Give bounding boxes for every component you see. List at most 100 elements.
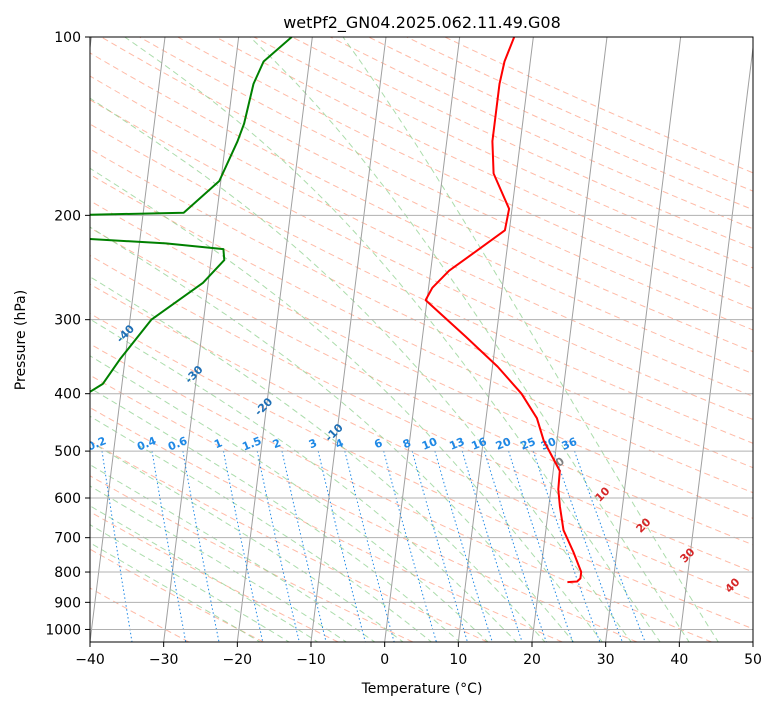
moist-adiabat-line — [90, 524, 291, 642]
mixing-ratio-line — [223, 451, 264, 642]
moist-adiabat-line — [90, 97, 632, 642]
moist-adiabat-line — [90, 542, 262, 642]
mixing-ratio-line — [411, 450, 468, 642]
dry-adiabat-line — [90, 475, 414, 642]
plot-area — [90, 37, 753, 642]
dry-adiabat-line — [90, 374, 638, 642]
x-tick-label: 40 — [670, 652, 688, 668]
mixing-ratio-label: 25 — [518, 435, 537, 453]
plot-frame — [89, 36, 754, 643]
dry-adiabat-line — [101, 37, 753, 353]
x-tick-label: −20 — [223, 652, 253, 668]
mixing-ratio-label: 8 — [401, 436, 413, 451]
dry-adiabat-line — [90, 407, 563, 642]
mixing-ratio-label: 10 — [420, 435, 439, 453]
y-axis-label: Pressure (hPa) — [13, 290, 29, 390]
mixing-ratio-line — [532, 450, 601, 642]
x-tick-label: 0 — [380, 652, 389, 668]
dry-adiabat-line — [90, 312, 753, 630]
temperature-profile — [424, 37, 583, 584]
mixing-ratio-label: 36 — [560, 435, 579, 453]
x-axis: −40 −30 −20 −10 0 10 20 30 40 50 — [75, 642, 762, 668]
isotherm-line — [605, 37, 682, 642]
mixing-ratio-line — [101, 451, 133, 642]
isotherm-line — [678, 43, 753, 642]
dry-adiabat-line — [90, 343, 712, 642]
y-axis: 1000 900 800 700 600 500 400 300 200 100 — [45, 30, 90, 638]
mixing-ratio-label: 1 — [212, 436, 224, 451]
moist-adiabat-line — [90, 415, 433, 642]
y-tick-label: 800 — [54, 565, 81, 581]
mixing-ratio-line — [182, 451, 220, 642]
pressure-grid — [90, 36, 753, 630]
moist-adiabat-line — [249, 37, 690, 642]
x-tick-label: 20 — [523, 652, 541, 668]
mixing-ratio-line — [508, 450, 574, 642]
y-tick-label: 400 — [54, 387, 81, 403]
mixing-ratio-line — [383, 450, 437, 642]
dry-adiabat-line — [90, 52, 753, 375]
dry-adiabat-line — [90, 511, 339, 642]
mixing-ratio-label: 3 — [307, 436, 319, 451]
chart-title: wetPf2_GN04.2025.062.11.49.G08 — [283, 13, 561, 33]
x-tick-label: −40 — [75, 652, 105, 668]
moist-adiabat-line — [124, 37, 661, 642]
y-tick-label: 200 — [54, 208, 81, 224]
mixing-ratio-line — [483, 450, 547, 642]
isotherm-line — [236, 37, 313, 642]
dry-adiabat-line — [90, 99, 753, 421]
moist-adiabat-line — [90, 318, 518, 642]
x-tick-label: −10 — [296, 652, 326, 668]
dry-adiabat-line — [90, 227, 753, 546]
isotherm-line — [457, 37, 534, 642]
dry-adiabat-label: -50 — [46, 278, 69, 301]
moist-adiabat-line — [90, 387, 461, 642]
x-tick-label: 50 — [744, 652, 762, 668]
background-lines — [90, 37, 753, 642]
moist-adiabat-line — [90, 355, 489, 642]
isotherm-line — [310, 37, 387, 642]
dry-adiabat-line — [177, 37, 753, 310]
dry-adiabat-line — [90, 200, 753, 519]
profile-lines — [90, 37, 583, 584]
mixing-ratio-line — [281, 450, 327, 642]
mixing-ratio-label: 13 — [447, 435, 466, 453]
y-tick-label: 900 — [54, 595, 81, 611]
mixing-ratio-line — [461, 450, 523, 642]
mixing-ratio-line — [434, 450, 493, 642]
dry-adiabat-line — [90, 283, 753, 601]
x-axis-label: Temperature (°C) — [361, 681, 483, 697]
x-tick-label: 30 — [597, 652, 615, 668]
y-tick-label: 600 — [54, 491, 81, 507]
moist-adiabat-line — [90, 226, 575, 642]
moist-adiabat-line — [90, 464, 376, 642]
dry-adiabat-label: -60 — [0, 235, 1, 258]
dry-adiabat-line — [90, 440, 488, 642]
mixing-ratio-label: 20 — [494, 435, 513, 453]
dewpoint-profile — [90, 37, 293, 394]
isotherm-line — [384, 37, 461, 642]
isotherm-line — [90, 37, 166, 642]
y-tick-label: 1000 — [45, 622, 81, 638]
x-tick-label: −30 — [149, 652, 179, 668]
isotherm-line — [163, 37, 240, 642]
mixing-ratio-line — [344, 450, 395, 642]
y-tick-label: 700 — [54, 531, 81, 547]
mixing-ratio-line — [256, 450, 300, 642]
x-tick-label: 10 — [449, 652, 467, 668]
isotherm-line — [752, 637, 753, 642]
dry-adiabat-line — [215, 37, 753, 289]
y-tick-label: 500 — [54, 444, 81, 460]
mixing-ratio-line — [317, 450, 366, 642]
dry-adiabat-line — [90, 548, 264, 642]
dry-adiabat-line — [90, 123, 753, 444]
dry-adiabat-line — [90, 254, 753, 573]
mixing-ratio-label: 16 — [470, 435, 489, 453]
y-tick-label: 100 — [54, 30, 81, 46]
moist-adiabat-line — [342, 37, 719, 642]
isotherm-line — [531, 37, 608, 642]
moist-adiabat-line — [90, 441, 404, 642]
y-tick-label: 300 — [54, 313, 81, 329]
mixing-ratio-label: 2 — [271, 436, 283, 451]
